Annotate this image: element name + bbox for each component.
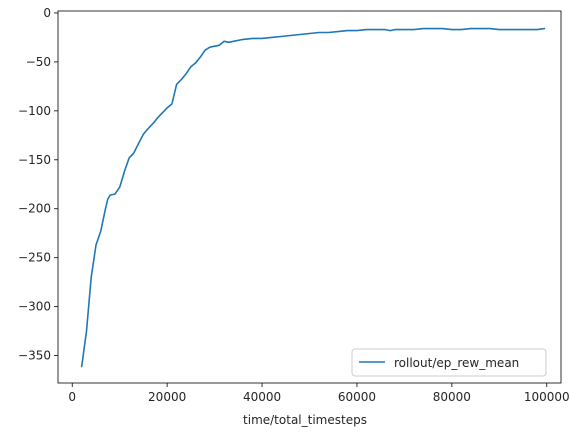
y-tick-label: −300 (18, 300, 51, 314)
x-tick-label: 100000 (524, 390, 570, 404)
y-tick-label: 0 (43, 6, 51, 20)
y-tick-label: −250 (18, 251, 51, 265)
y-axis-ticks: 0 −50 −100 −150 −200 −250 −300 −350 (18, 6, 58, 363)
x-axis-label: time/total_timesteps (243, 413, 367, 427)
x-tick-label: 40000 (243, 390, 281, 404)
x-tick-label: 20000 (148, 390, 186, 404)
y-tick-label: −350 (18, 349, 51, 363)
axes-frame (57, 10, 562, 384)
y-tick-label: −50 (26, 55, 51, 69)
x-axis-ticks: 0 20000 40000 60000 80000 100000 (68, 383, 570, 404)
x-tick-label: 80000 (433, 390, 471, 404)
axes-spines (57, 10, 562, 384)
legend-box (351, 348, 547, 377)
x-tick-label: 60000 (338, 390, 376, 404)
x-tick-label: 0 (68, 390, 76, 404)
series-line (80, 27, 546, 368)
legend-series-label: rollout/ep_rew_mean (394, 356, 519, 370)
y-tick-label: −100 (18, 104, 51, 118)
y-tick-label: −150 (18, 153, 51, 167)
series-layer (80, 27, 546, 368)
legend: rollout/ep_rew_mean (351, 348, 547, 377)
y-tick-label: −200 (18, 202, 51, 216)
